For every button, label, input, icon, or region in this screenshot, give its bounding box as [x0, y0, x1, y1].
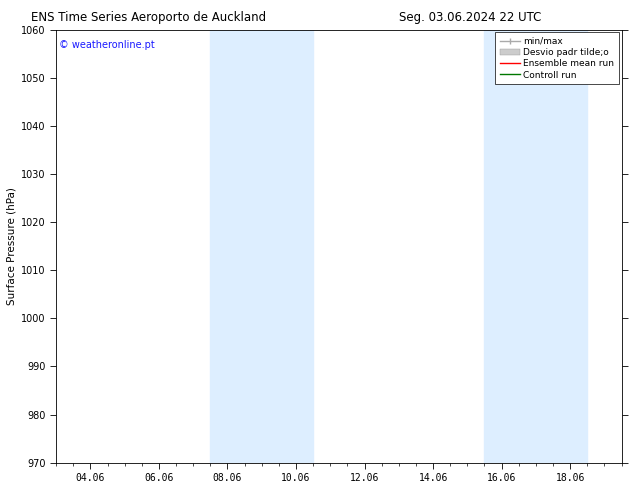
- Text: © weatheronline.pt: © weatheronline.pt: [59, 40, 155, 50]
- Y-axis label: Surface Pressure (hPa): Surface Pressure (hPa): [7, 187, 17, 305]
- Legend: min/max, Desvio padr tilde;o, Ensemble mean run, Controll run: min/max, Desvio padr tilde;o, Ensemble m…: [495, 32, 619, 84]
- Text: ENS Time Series Aeroporto de Auckland: ENS Time Series Aeroporto de Auckland: [31, 11, 266, 24]
- Bar: [210, 29, 313, 463]
- Text: Seg. 03.06.2024 22 UTC: Seg. 03.06.2024 22 UTC: [399, 11, 542, 24]
- Bar: [484, 29, 587, 463]
